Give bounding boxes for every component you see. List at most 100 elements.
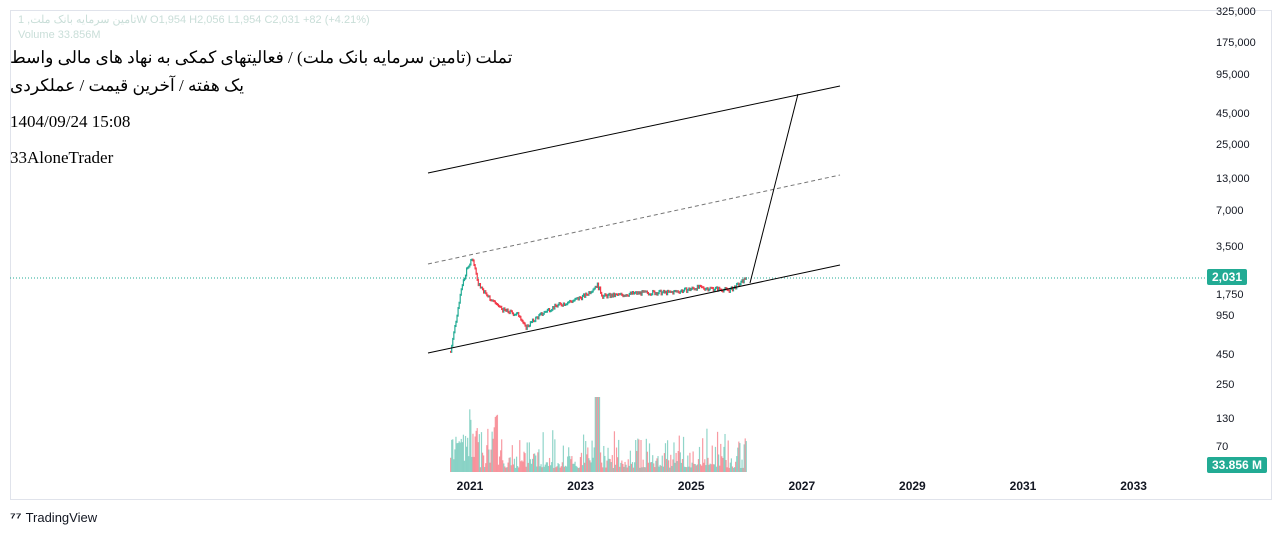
volume-bar [494,416,496,472]
volume-bar [527,462,529,472]
tradingview-logo[interactable]: ⁷⁷ TradingView [10,509,97,525]
volume-bar [487,428,489,472]
volume-bar [483,455,485,472]
high: H2,056 [189,14,225,26]
volume-bar [703,462,705,472]
candle [580,296,583,301]
volume-bar [505,467,507,472]
volume-bar [607,447,609,472]
candle [711,286,713,290]
candle [696,284,698,291]
time-tick: 2033 [1120,479,1147,493]
volume-bar [691,462,693,472]
candle [675,289,677,293]
candle [662,289,664,294]
candle [712,287,714,292]
volume-bar [635,440,637,472]
candle [574,297,576,302]
upper-trendline[interactable] [427,85,841,174]
candle [654,290,656,296]
volume-bar [595,397,597,472]
candle [531,318,534,324]
candle [691,286,693,291]
volume-bar [593,447,595,472]
volume-bar [584,462,586,472]
candle [540,312,542,315]
volume-bar [627,459,629,472]
volume-bar [610,462,612,472]
candle [680,289,683,293]
volume-bar [736,456,738,472]
volume-bar [739,443,741,472]
volume-bar [701,465,703,472]
candle [741,279,743,283]
volume-bar [696,464,698,472]
volume-bar [619,466,621,472]
candle [673,290,675,295]
chart-title: تملت (تامین سرمایه بانک ملت) / فعالیتهای… [10,48,513,67]
candle [644,290,646,293]
volume-bar [674,462,676,472]
volume-bar [638,439,640,472]
candle [722,289,724,293]
volume-bar [648,443,651,472]
mid-trendline[interactable] [427,174,841,265]
volume-bar [741,459,743,472]
volume-bar [723,446,725,472]
candle [460,288,462,296]
volume-bar [591,440,593,472]
volume-bar [491,431,493,472]
candle [522,319,524,324]
candle [656,292,658,296]
price-tick: 250 [1216,379,1235,391]
candle [607,293,609,299]
candle [576,297,578,300]
tradingview-icon: ⁷⁷ [10,509,22,525]
time-tick: 2023 [567,479,594,493]
candle [725,286,727,290]
price-tick: 325,000 [1216,6,1256,18]
candle [641,290,643,296]
volume-bar [617,457,619,472]
chart-frame[interactable] [10,10,1272,500]
candle [509,309,511,315]
price-tick: 950 [1216,310,1235,322]
candle [678,291,680,294]
candle [729,287,731,293]
projection-line[interactable] [749,93,799,284]
candle [638,291,640,295]
volume-bar [460,438,462,472]
candle [486,292,488,297]
candle [537,316,539,320]
volume-bar [653,463,655,472]
volume-bar [477,442,479,472]
candle [715,286,718,289]
candle [690,288,692,292]
candle [676,290,678,293]
volume-bar [586,454,588,472]
volume-bar [632,467,635,472]
volume-bar [676,461,678,472]
candle [585,292,587,298]
candle [547,308,550,311]
volume-bar [576,466,578,472]
volume-bar [709,463,711,472]
volume-bar [473,456,475,472]
volume-bar [592,457,594,472]
candle [692,286,694,290]
candle [679,290,681,294]
candle [557,303,559,308]
candle [591,290,593,294]
candle [611,293,613,298]
candle [697,284,700,289]
candle [556,304,558,308]
volume-bar [545,462,547,472]
volume-bar [645,438,647,472]
candle [655,292,657,296]
candle [737,282,739,285]
lower-trendline[interactable] [427,264,841,354]
volume-bar [582,434,585,472]
volume-bar [581,465,584,472]
candle [575,297,577,300]
candle [713,288,715,292]
